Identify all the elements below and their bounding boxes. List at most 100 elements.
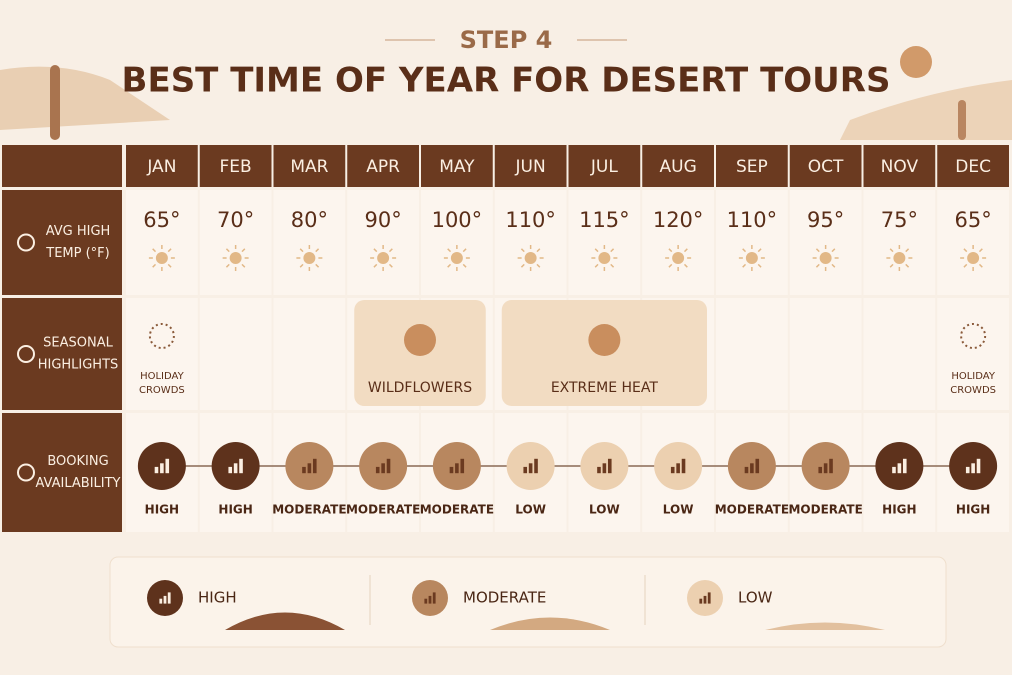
bars-icon bbox=[902, 458, 907, 474]
booking-level: LOW bbox=[589, 503, 620, 517]
temperature: 100° bbox=[432, 208, 483, 232]
booking-level: MODERATE bbox=[346, 503, 420, 517]
temperature: 75° bbox=[881, 208, 918, 232]
sun-ray bbox=[536, 263, 541, 268]
bars-icon bbox=[703, 595, 707, 604]
sun bbox=[900, 46, 932, 78]
legend-label: MODERATE bbox=[463, 589, 546, 607]
temperature: 110° bbox=[727, 208, 778, 232]
bars-icon bbox=[523, 466, 528, 474]
sun-ray bbox=[241, 248, 246, 253]
label-cell bbox=[2, 190, 122, 295]
sun-icon bbox=[745, 252, 758, 264]
cell bbox=[789, 298, 862, 410]
bars-icon bbox=[163, 595, 167, 604]
header-cell bbox=[347, 145, 419, 187]
bars-icon bbox=[233, 463, 238, 474]
label-cell bbox=[2, 145, 122, 187]
bars-icon bbox=[432, 592, 436, 604]
highlight-icon bbox=[960, 323, 987, 349]
row-label: AVAILABILITY bbox=[36, 476, 121, 491]
cell bbox=[642, 190, 714, 295]
cell bbox=[863, 298, 936, 410]
sun-ray bbox=[742, 248, 747, 253]
sun-ray bbox=[462, 248, 467, 253]
cell bbox=[421, 190, 493, 295]
header-cell bbox=[199, 145, 272, 187]
sun-icon bbox=[598, 252, 611, 264]
cell bbox=[126, 298, 198, 410]
sun-ray bbox=[167, 248, 172, 253]
sun-ray bbox=[757, 263, 762, 268]
sun-ray bbox=[447, 248, 452, 253]
sun-ray bbox=[315, 248, 320, 253]
cell bbox=[863, 190, 936, 295]
month-label: NOV bbox=[881, 157, 919, 177]
month-label: JAN bbox=[146, 157, 176, 177]
sun-ray bbox=[520, 248, 525, 253]
temperature: 110° bbox=[505, 208, 556, 232]
sun-ray bbox=[889, 263, 894, 268]
bars-icon bbox=[424, 598, 428, 604]
cell bbox=[716, 190, 788, 295]
row-icon bbox=[17, 345, 35, 363]
sun-ray bbox=[520, 263, 525, 268]
sun-ray bbox=[889, 248, 894, 253]
booking-level: MODERATE bbox=[715, 503, 789, 517]
step-label: STEP 4 bbox=[460, 26, 553, 54]
bars-icon bbox=[228, 466, 233, 474]
booking-level: HIGH bbox=[145, 503, 179, 517]
legend-scene bbox=[225, 612, 345, 630]
sun-ray bbox=[742, 263, 747, 268]
row-label: SEASONAL bbox=[43, 336, 113, 351]
month-label: FEB bbox=[220, 157, 252, 177]
booking-level: MODERATE bbox=[420, 503, 494, 517]
sun-ray bbox=[963, 248, 968, 253]
bars-icon bbox=[159, 598, 163, 604]
highlight: WILDFLOWERS bbox=[368, 380, 472, 396]
bars-icon bbox=[676, 463, 680, 474]
row-label: HIGHLIGHTS bbox=[38, 358, 119, 373]
bars-icon bbox=[428, 595, 432, 604]
highlight: EXTREME HEAT bbox=[551, 380, 659, 396]
bars-icon bbox=[160, 463, 164, 474]
header-cell bbox=[716, 145, 788, 187]
row-icon bbox=[17, 463, 35, 482]
sun-icon bbox=[893, 252, 906, 264]
legend-label: LOW bbox=[738, 589, 773, 607]
label-cell bbox=[2, 298, 122, 410]
month-label: AUG bbox=[660, 157, 697, 177]
bars-icon bbox=[165, 458, 170, 474]
cell bbox=[568, 190, 641, 295]
header-cell bbox=[273, 145, 346, 187]
month-label: APR bbox=[366, 157, 400, 177]
cell bbox=[199, 298, 272, 410]
cell bbox=[126, 190, 198, 295]
bars-icon bbox=[460, 458, 465, 474]
header-cell bbox=[789, 145, 862, 187]
sun-ray bbox=[757, 248, 762, 253]
temperature: 65° bbox=[955, 208, 992, 232]
booking-level: HIGH bbox=[882, 503, 916, 517]
bars-icon bbox=[449, 466, 454, 474]
sun-ray bbox=[536, 248, 541, 253]
sun-ray bbox=[462, 263, 467, 268]
cell bbox=[937, 298, 1009, 410]
sun-ray bbox=[388, 248, 393, 253]
sun-ray bbox=[594, 263, 599, 268]
sun-ray bbox=[594, 248, 599, 253]
bars-icon bbox=[897, 463, 902, 474]
bars-icon bbox=[154, 466, 159, 474]
bars-icon bbox=[976, 458, 981, 474]
bars-icon bbox=[744, 466, 749, 474]
sun-ray bbox=[447, 263, 452, 268]
cell bbox=[716, 298, 788, 410]
label-cell bbox=[2, 413, 122, 532]
bars-icon bbox=[818, 466, 823, 474]
sun-icon bbox=[229, 252, 242, 264]
cell bbox=[347, 190, 419, 295]
sun-ray bbox=[815, 248, 820, 253]
sun-icon bbox=[303, 252, 316, 264]
bars-icon bbox=[597, 466, 601, 474]
